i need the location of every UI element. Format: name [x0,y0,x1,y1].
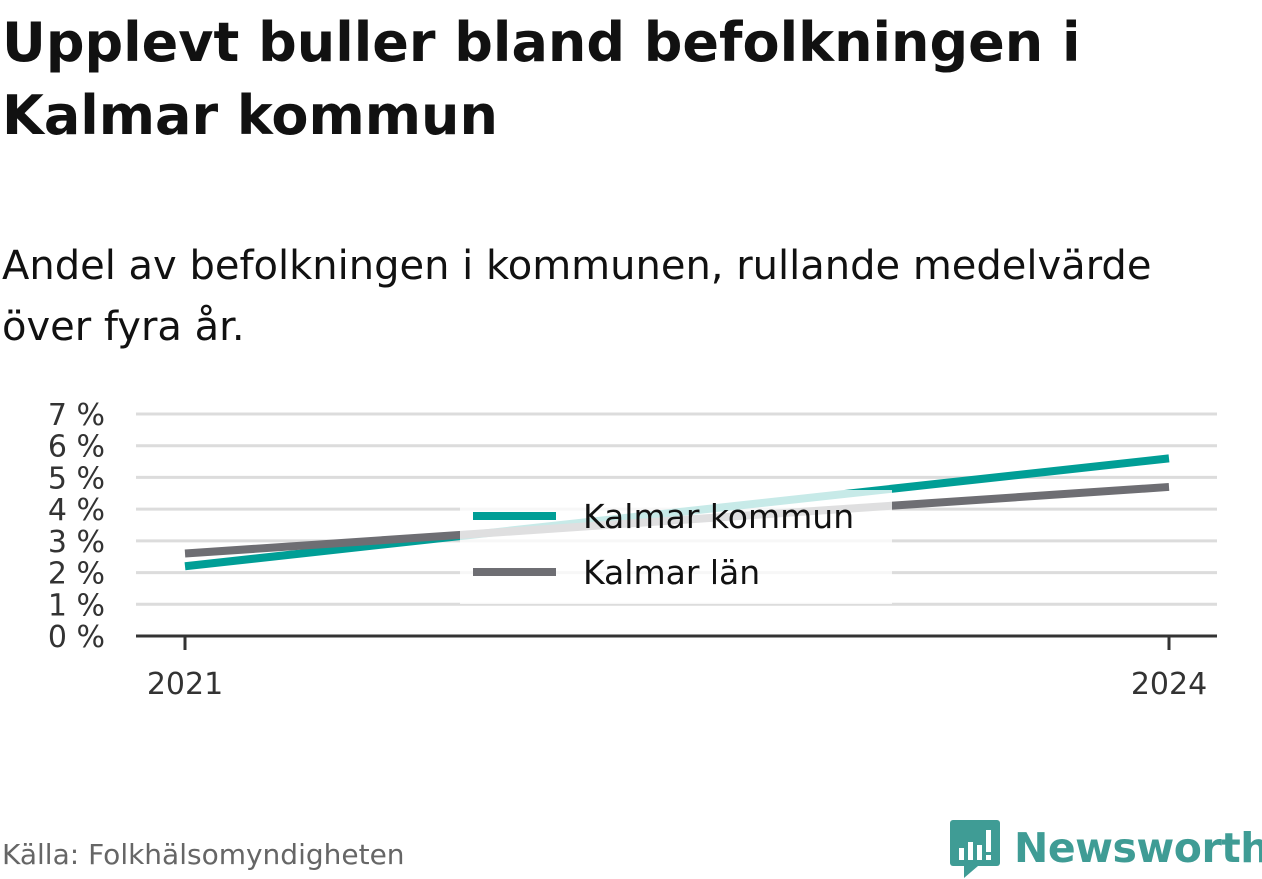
x-tick-label: 2021 [147,667,223,702]
y-tick-label: 5 % [48,461,105,496]
x-axis: 2021 2024 [136,634,1217,702]
x-tick-label: 2024 [1131,667,1207,702]
chart-subtitle: Andel av befolkningen i kommunen, rullan… [2,243,1152,350]
y-tick-label: 2 % [48,557,105,592]
chart-title: Upplevt buller bland befolkningen i Kalm… [2,11,1081,147]
y-tick-label: 4 % [48,493,105,528]
legend: Kalmar kommun Kalmar län [460,490,892,604]
legend-label: Kalmar kommun [583,497,854,536]
y-tick-label: 3 % [48,525,105,560]
source-note: Källa: Folkhälsomyndigheten [2,838,405,871]
brand-name: Newsworthy [1014,824,1262,872]
newsworthy-logo-icon [950,820,1000,878]
y-tick-label: 0 % [48,620,105,655]
brand-logo: Newsworthy [950,818,1262,878]
y-tick-label: 1 % [48,588,105,623]
y-axis-tick-labels: 0 %1 %2 %3 %4 %5 %6 %7 % [48,398,105,655]
legend-background [460,490,892,604]
y-tick-label: 7 % [48,398,105,433]
y-tick-label: 6 % [48,430,105,465]
legend-label: Kalmar län [583,553,760,592]
line-chart: 0 %1 %2 %3 %4 %5 %6 %7 % 2021 2024 Kalmar… [48,398,1217,702]
